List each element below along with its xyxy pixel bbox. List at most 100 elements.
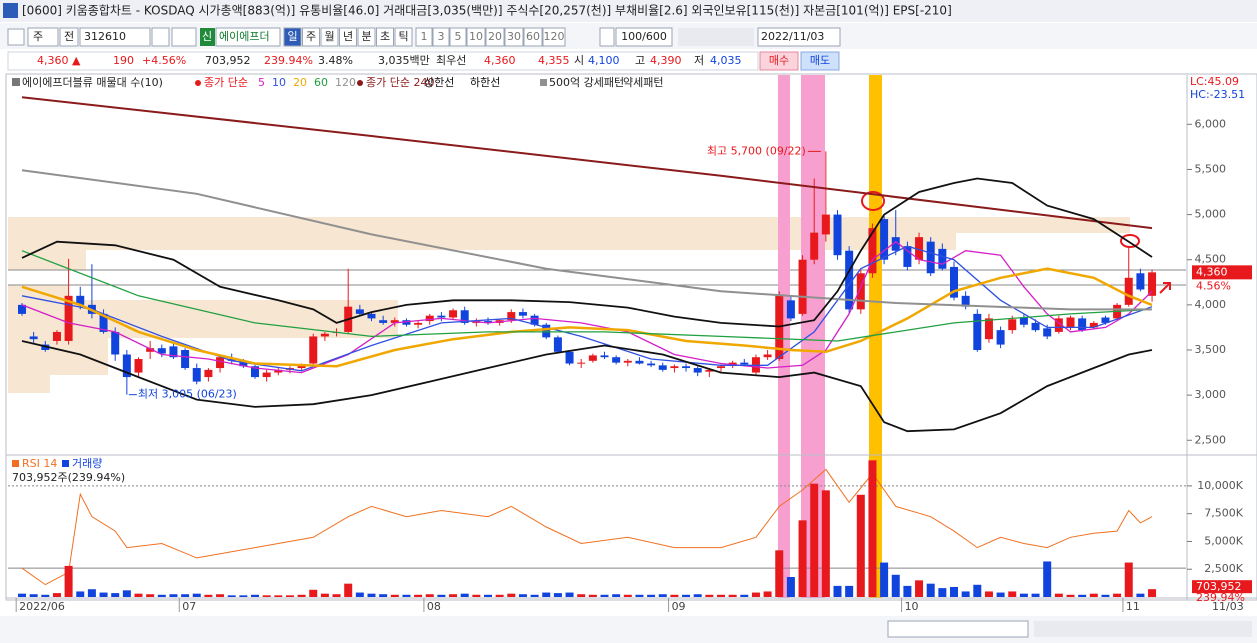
sell-button[interactable] xyxy=(800,51,840,71)
volume-bar xyxy=(880,562,889,597)
search-button[interactable] xyxy=(151,27,170,47)
candle-body xyxy=(52,331,61,341)
volume: 703,952 xyxy=(205,54,251,67)
volume-bar xyxy=(1136,593,1145,597)
name-box[interactable] xyxy=(215,27,281,47)
dropdown[interactable] xyxy=(599,27,615,47)
volume-bar xyxy=(938,588,947,597)
minute-button[interactable] xyxy=(432,27,450,47)
volume-bar xyxy=(402,594,411,597)
candle-body xyxy=(915,237,924,260)
interval-button[interactable] xyxy=(283,27,302,47)
corner-label: LC:45.09 xyxy=(1190,75,1239,88)
minute-button[interactable] xyxy=(449,27,467,47)
x-tick-label: 07 xyxy=(182,600,196,613)
ma-label: 종가 단순 xyxy=(204,76,248,89)
volume-bar xyxy=(192,593,201,597)
candle-body xyxy=(204,369,213,378)
candle-body xyxy=(740,362,749,365)
candle-body xyxy=(1101,317,1110,323)
candle-body xyxy=(262,372,271,378)
candle-body xyxy=(950,266,958,298)
y-tick-label: 2,500K xyxy=(1204,562,1243,575)
candle-body xyxy=(1066,317,1075,328)
zoom-controls[interactable] xyxy=(1034,621,1252,637)
candle-body xyxy=(1089,322,1098,328)
volume-bar xyxy=(1078,594,1087,597)
candle-body xyxy=(961,295,970,307)
profile-zone xyxy=(8,233,956,250)
interval: 분 xyxy=(361,30,371,43)
y-tick-label: 2,500 xyxy=(1195,433,1227,446)
period-select[interactable] xyxy=(27,27,59,47)
high: 4,390 xyxy=(650,54,682,67)
menu-icon[interactable] xyxy=(7,28,25,46)
minute-button[interactable] xyxy=(415,27,433,47)
scope-button[interactable] xyxy=(59,27,79,47)
rsi-line xyxy=(21,468,1153,586)
candle-body xyxy=(297,365,306,369)
change-tag-label: 4.56% xyxy=(1196,279,1231,292)
y-tick-label: 5,000 xyxy=(1195,208,1227,221)
price-tag xyxy=(1192,265,1252,280)
code-input[interactable] xyxy=(79,27,151,47)
interval-button[interactable] xyxy=(302,27,320,47)
volume-bar xyxy=(460,593,469,597)
minute: 1 xyxy=(421,30,428,43)
legend-entry: 종가 단순 240 xyxy=(366,76,434,89)
volume-bar xyxy=(332,594,341,597)
legend-entry: 10 xyxy=(272,76,286,89)
window-controls[interactable] xyxy=(1110,3,1250,18)
volume-bar xyxy=(414,594,423,597)
y-tick-label: 7,500K xyxy=(1204,507,1243,520)
buy-button[interactable] xyxy=(759,51,799,71)
volume-bar xyxy=(775,550,784,597)
legend-icon xyxy=(12,78,20,86)
candle-body xyxy=(518,312,527,316)
minute: 120 xyxy=(544,30,565,43)
scope: 전 xyxy=(64,30,74,43)
volume-bar xyxy=(1124,562,1133,597)
volume-bar xyxy=(1089,593,1098,597)
volume-bar xyxy=(1043,561,1052,597)
minute-button[interactable] xyxy=(485,27,505,47)
count-box[interactable] xyxy=(615,27,673,47)
volume-bar xyxy=(309,589,318,597)
candle-body xyxy=(612,357,621,363)
minute-button[interactable] xyxy=(542,27,566,47)
window-icon[interactable] xyxy=(3,3,18,18)
interval-button[interactable] xyxy=(320,27,339,47)
volume-bar xyxy=(1054,593,1063,597)
interval-button[interactable] xyxy=(376,27,394,47)
candle-body xyxy=(682,366,691,369)
candle-body xyxy=(658,365,667,370)
interval-button[interactable] xyxy=(357,27,376,47)
volume-bar xyxy=(181,594,190,597)
volume-bar xyxy=(367,593,376,597)
low: 4,035 xyxy=(710,54,742,67)
candle-body xyxy=(99,313,108,332)
legend-entry: 60 xyxy=(314,76,328,89)
interval-button[interactable] xyxy=(339,27,357,47)
tool-icons[interactable] xyxy=(678,28,754,46)
minute-button[interactable] xyxy=(504,27,524,47)
candle-body xyxy=(623,360,632,363)
minute-button[interactable] xyxy=(466,27,486,47)
minute-button[interactable] xyxy=(523,27,543,47)
sell: 매도 xyxy=(810,54,830,67)
candle-body xyxy=(414,322,423,325)
interval-button[interactable] xyxy=(394,27,413,47)
legend-entry: 5 xyxy=(258,76,265,89)
date-box[interactable] xyxy=(757,27,841,47)
x-end-label: 11/03 xyxy=(1212,600,1244,613)
volume-bar xyxy=(18,593,26,597)
quote-bar xyxy=(0,50,1257,72)
volume-bar xyxy=(868,460,877,597)
volume-tag-label: 703,952 xyxy=(1196,580,1242,593)
scroll-controls[interactable] xyxy=(887,620,1029,638)
sound-button[interactable] xyxy=(171,27,197,47)
pattern-label: 500억 강세패턴 xyxy=(549,76,624,89)
candle-body xyxy=(355,309,364,314)
legend-icon xyxy=(540,79,547,86)
